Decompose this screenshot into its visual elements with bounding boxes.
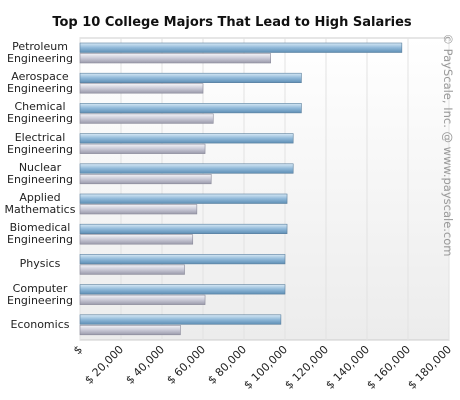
bar xyxy=(79,324,181,336)
x-tick-label: $ 120,000 xyxy=(282,343,331,392)
y-tick-label: Computer Engineering xyxy=(7,281,73,307)
chart-title: Top 10 College Majors That Lead to High … xyxy=(52,15,412,30)
x-tick-label: $ 60,000 xyxy=(164,343,208,387)
y-tick-label: Biomedical Engineering xyxy=(7,221,73,247)
watermark: © PayScale, Inc. @ www.payscale.com xyxy=(441,34,455,257)
x-tick-label: $ 40,000 xyxy=(123,343,167,387)
x-tick-label: $ xyxy=(71,343,85,357)
bar xyxy=(79,264,185,275)
x-tick-label: $ 100,000 xyxy=(241,343,290,392)
y-tick-label: Physics xyxy=(19,257,61,271)
y-tick-label: Petroleum Engineering xyxy=(7,40,73,65)
y-tick-label: Economics xyxy=(10,317,70,331)
bar xyxy=(79,254,286,265)
bar xyxy=(79,294,206,305)
x-tick-label: $ 160,000 xyxy=(364,343,413,392)
bar xyxy=(79,133,294,144)
bar xyxy=(79,103,302,114)
x-tick-label: $ 140,000 xyxy=(323,343,372,392)
y-tick-label: Applied Mathematics xyxy=(4,191,76,216)
bar xyxy=(79,204,198,215)
bar xyxy=(79,72,302,83)
bar xyxy=(79,143,206,154)
x-tick-label: $ 180,000 xyxy=(405,343,454,392)
bar xyxy=(79,234,194,245)
bar xyxy=(79,83,204,94)
y-tick-label: Chemical Engineering xyxy=(7,100,73,126)
bar xyxy=(79,223,288,234)
bar xyxy=(79,42,403,53)
bar xyxy=(79,174,212,185)
bar xyxy=(79,163,294,174)
bar xyxy=(79,53,271,64)
y-tick-label: Electrical Engineering xyxy=(7,130,73,156)
x-tick-label: $ 20,000 xyxy=(82,343,126,387)
bar xyxy=(79,113,214,124)
bar xyxy=(79,193,288,204)
bar xyxy=(79,314,282,325)
bar xyxy=(79,284,286,295)
plot-area xyxy=(79,37,450,341)
y-tick-label: Aerospace Engineering xyxy=(7,70,73,96)
y-tick-label: Nuclear Engineering xyxy=(7,160,73,186)
